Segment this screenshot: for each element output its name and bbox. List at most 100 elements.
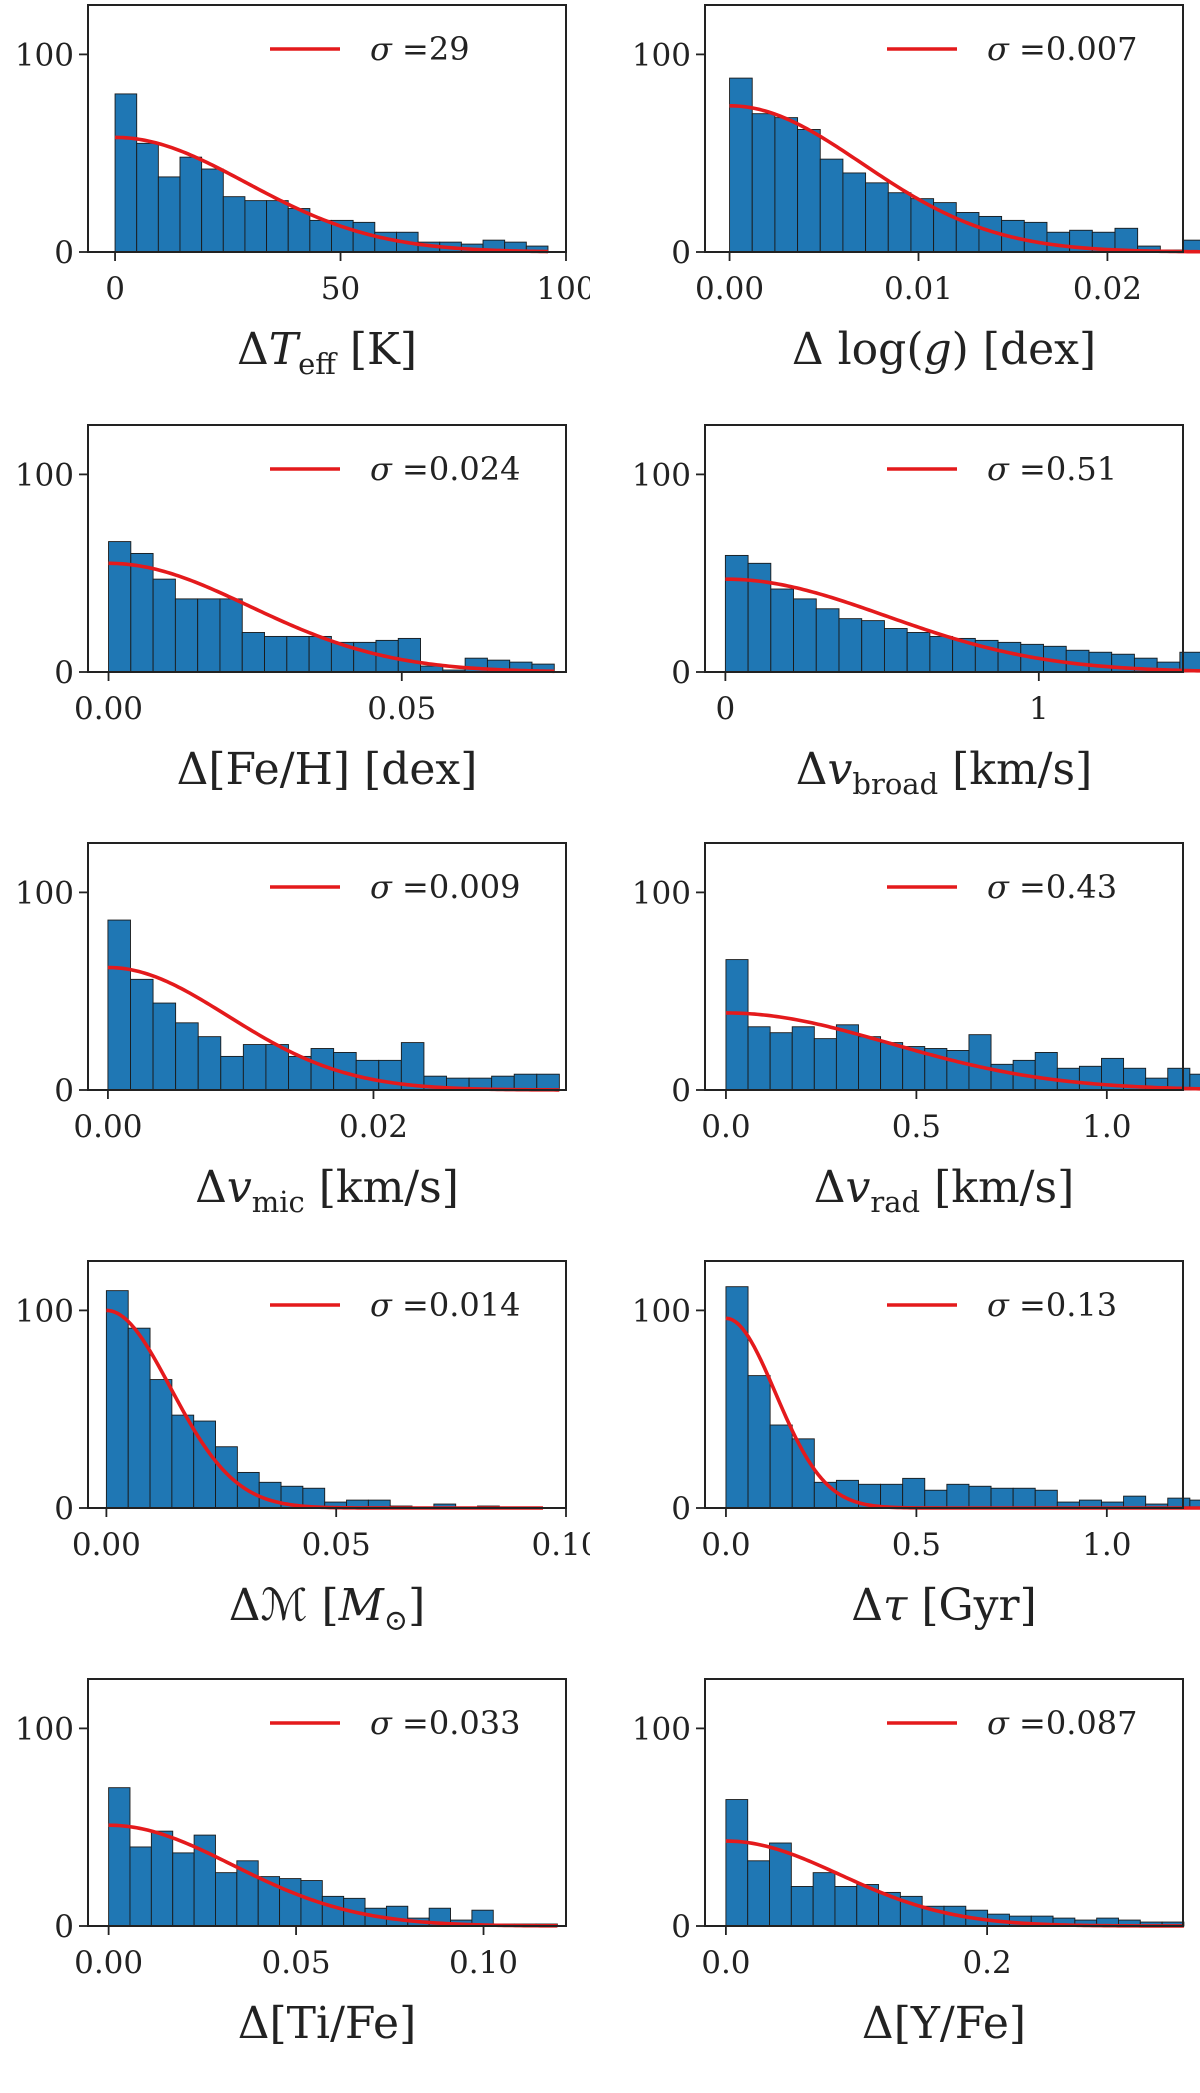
axes-frame — [87, 1678, 567, 1927]
histogram-bar — [906, 632, 931, 673]
gaussian-fit-line — [725, 577, 1200, 673]
histogram-bar — [172, 1852, 195, 1927]
x-tick-label: 0.10 — [449, 1945, 518, 1981]
histogram-bar — [842, 172, 867, 253]
histogram-bar — [107, 919, 131, 1091]
histogram-bar — [813, 1038, 837, 1091]
histogram-bar — [793, 598, 817, 673]
histogram-bar — [861, 620, 885, 673]
histogram-bar — [150, 1830, 174, 1927]
histogram-bar — [1189, 1499, 1200, 1509]
histogram-bar — [747, 1375, 771, 1509]
legend-label: σ =0.024 — [370, 450, 520, 488]
histogram-svg: 0 100 0.0 0.5 1.0 Δτ [Gyr] σ =0.13 — [632, 1260, 1200, 1631]
x-tick-label: 0.05 — [262, 1945, 331, 1981]
y-tick-label: 0 — [671, 1073, 691, 1109]
legend-label: σ =0.009 — [370, 868, 520, 906]
histogram-bar — [924, 1489, 948, 1509]
x-axis-label: Δℳ [M⊙] — [229, 1580, 426, 1637]
histogram-bar — [865, 182, 889, 253]
y-tick-label: 0 — [671, 655, 691, 691]
histogram-bar — [152, 1002, 177, 1091]
histogram-bar — [242, 1044, 267, 1091]
legend-label: σ =0.007 — [987, 30, 1137, 68]
gaussian-fit-line — [108, 1823, 558, 1928]
histogram-bar — [946, 1483, 970, 1509]
y-tick-label: 0 — [54, 235, 74, 271]
histogram-bar — [308, 635, 332, 673]
histogram-bar — [108, 541, 132, 673]
histogram-bar — [309, 219, 332, 253]
y-tick-label: 100 — [15, 1293, 74, 1329]
x-tick-label: 0.0 — [701, 1109, 750, 1145]
legend-label: σ =0.43 — [987, 868, 1117, 906]
histogram-bar — [725, 959, 749, 1091]
histogram-bar — [136, 142, 159, 253]
histogram-panel: 0 100 0.00 0.05 0.10 Δ[Ti/Fe] σ =0.033 — [0, 1674, 590, 2089]
x-tick-label: 0 — [716, 691, 736, 727]
histogram-panel: 0 100 0 1 Δvbroad [km/s] σ =0.51 — [617, 420, 1200, 835]
histogram-bar — [770, 588, 794, 673]
y-tick-label: 0 — [54, 1909, 74, 1945]
histogram-svg: 0 100 0.00 0.05 Δ[Fe/H] [dex] σ =0.024 — [15, 424, 567, 795]
x-tick-label: 0.0 — [701, 1527, 750, 1563]
histogram-panel: 0 100 0.00 0.05 Δ[Fe/H] [dex] σ =0.024 — [0, 420, 590, 835]
x-tick-label: 0.05 — [367, 691, 436, 727]
histogram-bar — [769, 1424, 793, 1509]
histogram-bar — [197, 1036, 222, 1091]
x-tick-label: 0.01 — [884, 271, 953, 307]
histogram-bar — [791, 1026, 815, 1091]
histogram-bar — [968, 1034, 992, 1091]
histogram-bar — [884, 628, 908, 673]
histogram-bar — [222, 196, 246, 253]
histogram-bar — [1189, 1073, 1200, 1091]
x-axis-label: Δ[Fe/H] [dex] — [177, 744, 478, 795]
histogram-bar — [171, 1414, 195, 1509]
histogram-bar — [279, 1878, 302, 1927]
histogram-bar — [990, 1487, 1014, 1509]
histogram-bar — [264, 635, 288, 673]
histogram-bar — [201, 168, 224, 253]
x-tick-label: 0.5 — [892, 1109, 941, 1145]
y-tick-label: 100 — [632, 1293, 691, 1329]
histogram-bar — [747, 1860, 770, 1927]
histogram-bar — [751, 113, 776, 253]
x-axis-label: ΔTeff [K] — [237, 324, 417, 381]
axes-frame — [704, 424, 1184, 673]
y-tick-label: 100 — [632, 1711, 691, 1747]
histogram-bar — [725, 1799, 749, 1927]
histogram-bar — [747, 1026, 771, 1091]
histogram-bar — [769, 1842, 792, 1927]
histogram-bar — [175, 1022, 199, 1091]
histogram-bar — [834, 1886, 858, 1927]
histogram-panel: 0 100 0.00 0.02 Δvmic [km/s] σ =0.009 — [0, 838, 590, 1253]
gaussian-fit-line — [725, 1011, 1200, 1091]
gaussian-fit-line — [729, 103, 1200, 254]
y-tick-label: 0 — [54, 655, 74, 691]
histogram-bar — [880, 1483, 904, 1509]
histogram-svg: 0 100 0.00 0.02 Δvmic [km/s] σ =0.009 — [15, 842, 567, 1219]
y-tick-label: 100 — [15, 1711, 74, 1747]
histogram-bar — [114, 93, 138, 253]
histogram-bar — [157, 176, 181, 253]
legend-label: σ =29 — [370, 30, 470, 68]
histogram-bar — [174, 598, 199, 673]
histogram-bar — [946, 1050, 970, 1091]
histogram-svg: 0 100 0.00 0.05 0.10 Δℳ [M⊙] σ =0.014 — [15, 1260, 601, 1637]
x-axis-label: Δvbroad [km/s] — [796, 744, 1093, 801]
histogram-bar — [536, 1073, 560, 1091]
y-tick-label: 100 — [632, 37, 691, 73]
histogram-bar — [769, 1032, 793, 1091]
histogram-bar — [880, 1042, 904, 1091]
histogram-bar — [1088, 651, 1113, 673]
y-tick-label: 0 — [54, 1491, 74, 1527]
histogram-panel: 0 100 0.0 0.5 1.0 Δτ [Gyr] σ =0.13 — [617, 1256, 1200, 1671]
legend-label: σ =0.033 — [370, 1704, 520, 1742]
axes-frame — [87, 424, 567, 673]
histogram-bar — [352, 221, 376, 253]
axes-frame — [704, 1678, 1184, 1927]
legend-label: σ =0.13 — [987, 1286, 1117, 1324]
histogram-bar — [215, 1446, 238, 1509]
histogram-panel: 0 100 0.00 0.01 0.02 Δ log(g) [dex] σ =0.007 — [617, 0, 1200, 415]
x-axis-label: Δvmic [km/s] — [195, 1162, 459, 1219]
